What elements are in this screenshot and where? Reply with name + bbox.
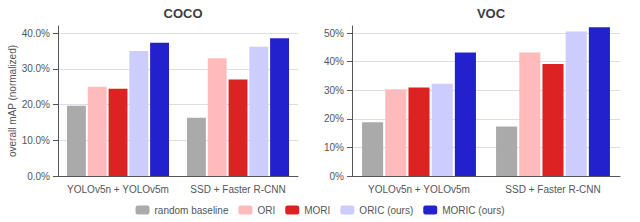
svg-text:10.0%: 10.0%	[22, 135, 50, 146]
svg-text:ORI: ORI	[257, 205, 275, 216]
svg-text:VOC: VOC	[477, 6, 506, 21]
svg-text:SSD + Faster R-CNN: SSD + Faster R-CNN	[505, 184, 600, 195]
svg-text:YOLOv5n + YOLOv5m: YOLOv5n + YOLOv5m	[67, 184, 169, 195]
svg-text:overall mAP (normalized): overall mAP (normalized)	[7, 45, 18, 157]
svg-text:SSD + Faster R-CNN: SSD + Faster R-CNN	[190, 184, 285, 195]
svg-text:random baseline: random baseline	[155, 205, 229, 216]
svg-text:0.0%: 0.0%	[27, 171, 50, 182]
svg-text:0%: 0%	[330, 171, 345, 182]
svg-text:50%: 50%	[324, 28, 344, 39]
svg-text:10%: 10%	[324, 142, 344, 153]
svg-text:ORIC (ours): ORIC (ours)	[359, 205, 413, 216]
svg-text:30.0%: 30.0%	[22, 63, 50, 74]
svg-text:20.0%: 20.0%	[22, 99, 50, 110]
svg-text:30%: 30%	[324, 85, 344, 96]
svg-text:MORIC (ours): MORIC (ours)	[442, 205, 504, 216]
svg-text:20%: 20%	[324, 113, 344, 124]
svg-text:40%: 40%	[324, 56, 344, 67]
svg-text:40.0%: 40.0%	[22, 28, 50, 39]
svg-text:COCO: COCO	[164, 6, 203, 21]
svg-text:MORI: MORI	[304, 205, 330, 216]
svg-text:YOLOv5n + YOLOv5m: YOLOv5n + YOLOv5m	[368, 184, 470, 195]
